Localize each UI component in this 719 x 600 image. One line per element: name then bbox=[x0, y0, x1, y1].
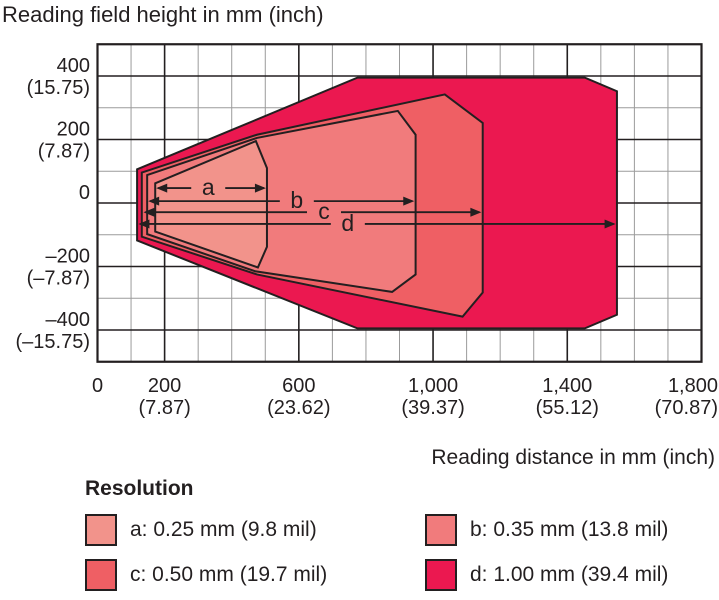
y-tick-mm: –400 bbox=[46, 309, 91, 331]
arrow-label-a: a bbox=[202, 174, 215, 200]
x-tick-inch: (39.37) bbox=[401, 397, 464, 419]
legend-label-b: b: 0.35 mm (13.8 mil) bbox=[470, 518, 669, 541]
legend-item-b: b: 0.35 mm (13.8 mil) bbox=[425, 514, 715, 546]
legend-swatch-b bbox=[425, 514, 457, 546]
legend-swatch-a bbox=[85, 514, 117, 546]
y-tick-inch: (–15.75) bbox=[16, 331, 91, 353]
arrowhead-left-b bbox=[148, 196, 160, 206]
x-tick-inch: (23.62) bbox=[267, 397, 330, 419]
y-axis-title: Reading field height in mm (inch) bbox=[2, 2, 324, 27]
arrow-label-d: d bbox=[341, 210, 354, 236]
plot-border bbox=[96, 43, 703, 363]
legend-item-a: a: 0.25 mm (9.8 mil) bbox=[85, 514, 425, 546]
x-tick-mm: 200 bbox=[148, 375, 181, 397]
arrowhead-right-c bbox=[470, 207, 482, 217]
x-tick-inch: (55.12) bbox=[536, 397, 599, 419]
y-tick-inch: (7.87) bbox=[38, 141, 90, 163]
x-tick-mm: 1,400 bbox=[542, 375, 592, 397]
x-tick-mm: 0 bbox=[92, 375, 103, 397]
x-tick-mm: 1,000 bbox=[408, 375, 458, 397]
chart-canvas: ab c d0 200(7.87)600(23.62)1,000(39.37)1,40… bbox=[16, 43, 718, 419]
y-tick-mm: 200 bbox=[57, 119, 90, 141]
legend: Resolution a: 0.25 mm (9.8 mil) b: 0.35 m… bbox=[85, 477, 715, 591]
arrowhead-right-a bbox=[254, 183, 266, 193]
arrowhead-left-a bbox=[156, 183, 168, 193]
arrowhead-left-c bbox=[143, 207, 155, 217]
legend-label-d: d: 1.00 mm (39.4 mil) bbox=[470, 563, 669, 586]
legend-grid: a: 0.25 mm (9.8 mil) b: 0.35 mm (13.8 mil… bbox=[85, 514, 715, 591]
x-tick-mm: 600 bbox=[282, 375, 315, 397]
field-polygon-a bbox=[154, 139, 268, 269]
y-tick-inch: (–7.87) bbox=[27, 268, 90, 290]
arrowhead-right-d bbox=[604, 219, 616, 229]
x-tick-inch: (70.87) bbox=[655, 397, 718, 419]
arrow-label-b: b bbox=[290, 187, 303, 213]
legend-title: Resolution bbox=[85, 477, 194, 500]
arrow-label-c: c bbox=[318, 198, 330, 224]
y-tick-mm: 0 bbox=[79, 182, 90, 204]
y-tick-mm: –200 bbox=[46, 246, 91, 268]
x-axis-title: Reading distance in mm (inch) bbox=[431, 446, 715, 469]
legend-label-c: c: 0.50 mm (19.7 mil) bbox=[130, 563, 328, 586]
legend-label-a: a: 0.25 mm (9.8 mil) bbox=[130, 518, 317, 541]
legend-swatch-c bbox=[85, 559, 117, 591]
legend-item-c: c: 0.50 mm (19.7 mil) bbox=[85, 559, 425, 591]
y-tick-mm: 400 bbox=[57, 55, 90, 77]
x-tick-inch: (7.87) bbox=[138, 397, 190, 419]
arrowhead-right-b bbox=[403, 196, 415, 206]
arrowhead-left-d bbox=[138, 219, 150, 229]
legend-item-d: d: 1.00 mm (39.4 mil) bbox=[425, 559, 715, 591]
x-tick-mm: 1,800 bbox=[668, 375, 718, 397]
y-tick-inch: (15.75) bbox=[27, 77, 90, 99]
legend-swatch-d bbox=[425, 559, 457, 591]
